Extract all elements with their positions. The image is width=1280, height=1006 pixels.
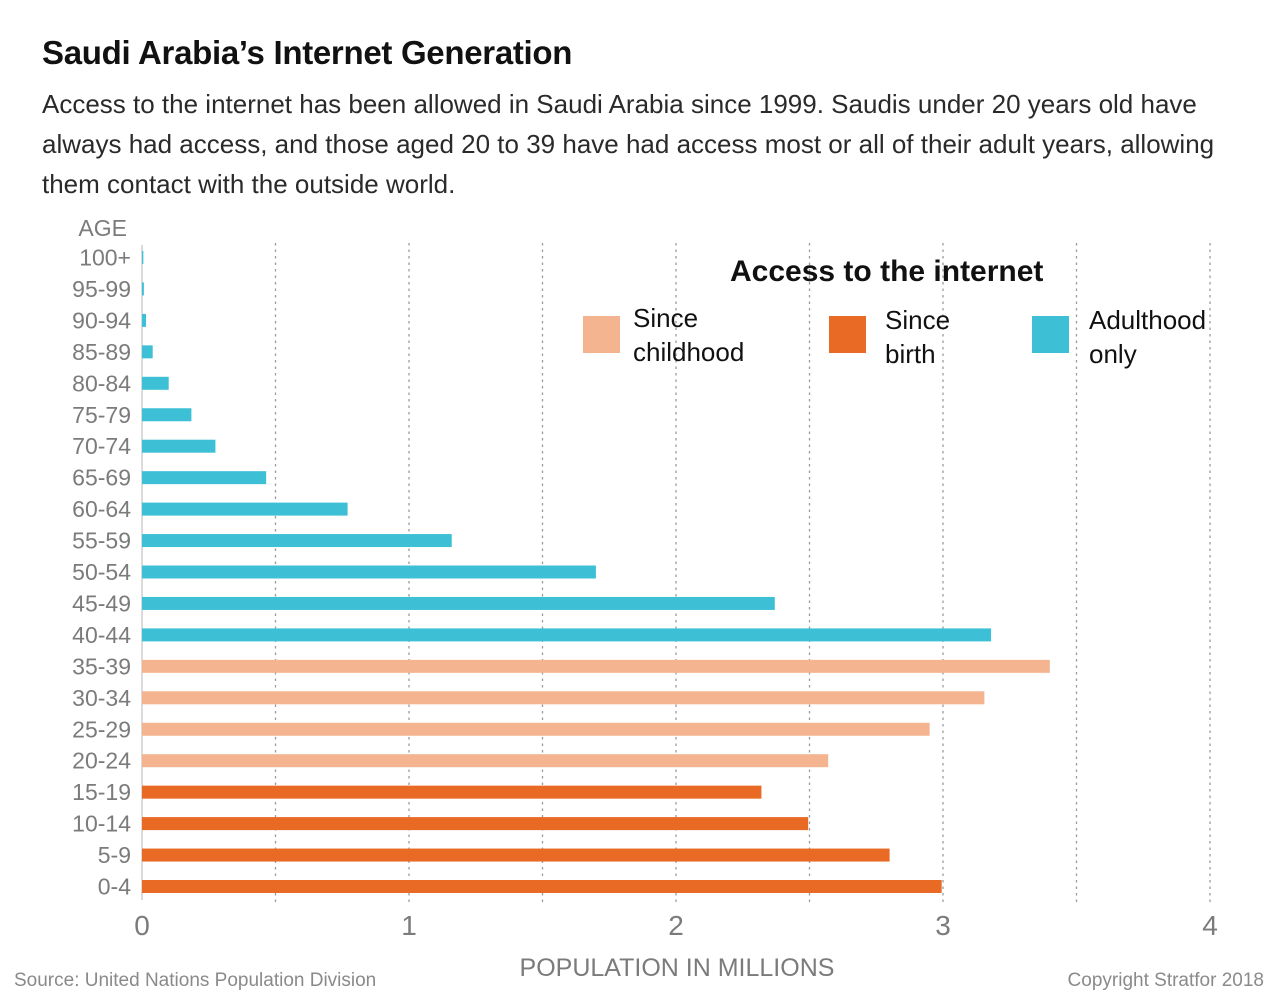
y-tick-label: 65-69 [72,465,131,491]
bar-90-94 [142,313,147,327]
y-tick-label: 25-29 [72,716,131,742]
y-tick-label: 50-54 [72,559,131,585]
y-tick-label: 45-49 [72,590,131,616]
y-tick-label: 40-44 [72,622,131,648]
x-tick-label: 4 [1202,910,1218,941]
y-tick-label: 85-89 [72,339,131,365]
legend-label-birth: Since [885,305,950,335]
x-tick-label: 3 [935,910,951,941]
y-tick-label: 95-99 [72,276,131,302]
bar-15-19 [142,785,762,799]
legend: Access to the internet Since childhood Sin… [583,255,1206,369]
x-tick-label: 0 [134,910,150,941]
x-tick-labels: 0 1 2 3 4 [134,910,1218,941]
bar-25-29 [142,722,930,736]
bar-40-44 [142,628,992,642]
y-tick-label: 15-19 [72,779,131,805]
legend-label-adulthood: Adulthood [1089,305,1206,335]
bar-95-99 [142,282,144,296]
y-axis-title: AGE [78,215,127,241]
bar-45-49 [142,596,775,610]
y-tick-label: 80-84 [72,370,131,396]
chart-subtitle: Access to the internet has been allowed … [42,89,1215,199]
legend-swatch-birth [829,316,866,353]
y-tick-label: 55-59 [72,528,131,554]
copyright-note: Copyright Stratfor 2018 [1067,970,1264,991]
y-tick-labels: 100+ 95-99 90-94 85-89 80-84 75-79 70-74 65-69 6… [72,245,131,900]
bar-65-69 [142,471,267,485]
bar-70-74 [142,439,216,453]
bar-20-24 [142,754,829,768]
y-tick-label: 90-94 [72,307,131,333]
source-note: Source: United Nations Population Divisi… [14,970,377,991]
y-tick-label: 100+ [79,245,131,271]
bar-0-4 [142,880,942,893]
y-tick-label: 0-4 [98,874,131,900]
bar-35-39 [142,659,1050,673]
y-tick-label: 20-24 [72,748,131,774]
x-axis-title: POPULATION IN MILLIONS [520,954,835,982]
legend-swatch-childhood [583,316,620,353]
bar-55-59 [142,534,452,548]
bar-100+ [142,251,144,264]
bar-30-34 [142,691,985,705]
legend-label-adulthood: only [1089,339,1137,369]
y-tick-label: 60-64 [72,496,131,522]
bar-80-84 [142,376,169,390]
bar-10-14 [142,817,809,831]
x-tick-label: 2 [668,910,684,941]
legend-label-childhood: childhood [633,337,744,367]
bar-5-9 [142,848,890,862]
y-tick-label: 70-74 [72,433,131,459]
bar-60-64 [142,502,348,516]
legend-label-birth: birth [885,339,936,369]
y-tick-label: 35-39 [72,653,131,679]
y-tick-label: 10-14 [72,811,131,837]
bar-75-79 [142,408,192,422]
legend-label-childhood: Since [633,303,698,333]
legend-swatch-adulthood [1032,316,1069,353]
bars [142,251,1050,893]
y-tick-label: 75-79 [72,402,131,428]
chart-title: Saudi Arabia’s Internet Generation [42,34,573,71]
y-tick-label: 30-34 [72,685,131,711]
bar-85-89 [142,345,153,359]
y-tick-label: 5-9 [98,842,131,868]
legend-title: Access to the internet [730,255,1043,288]
bar-50-54 [142,565,596,579]
x-tick-label: 1 [401,910,417,941]
